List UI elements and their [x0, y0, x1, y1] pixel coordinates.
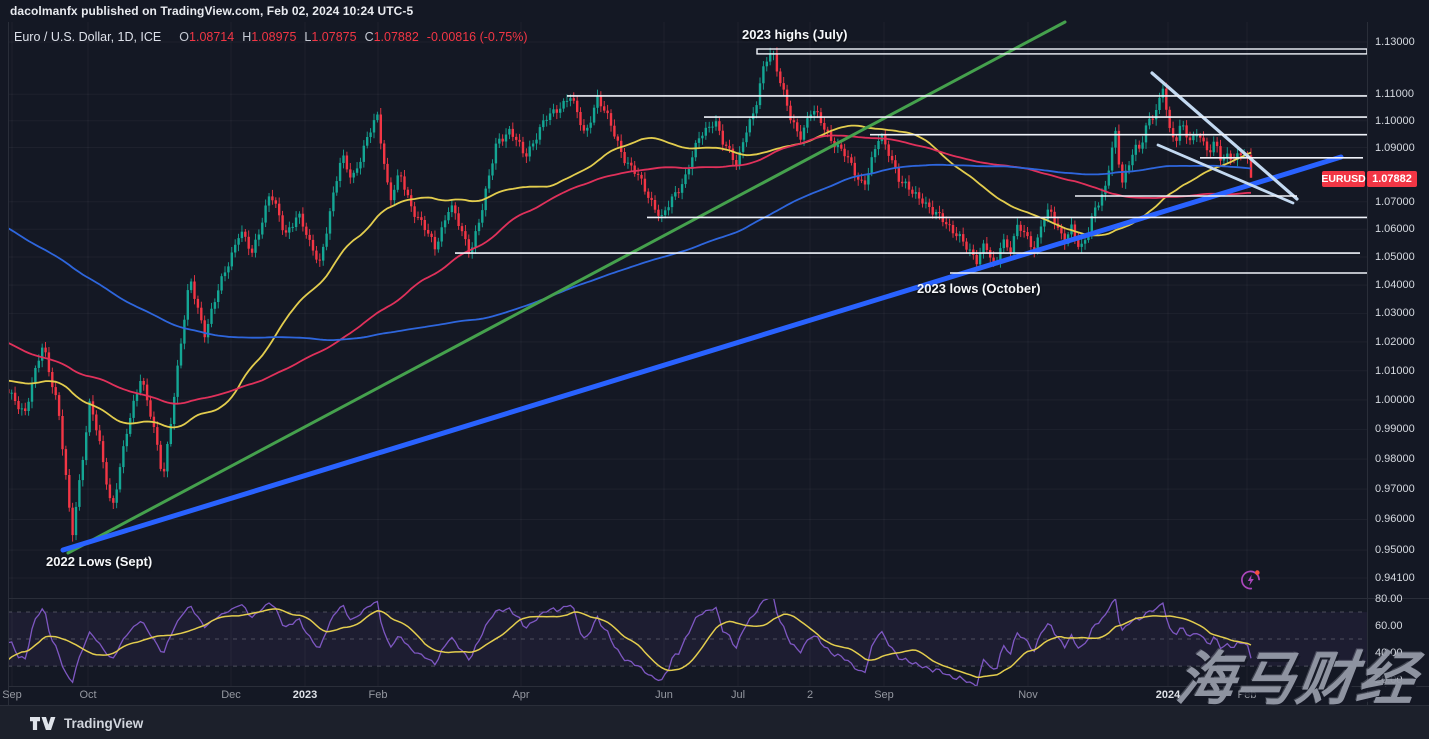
- price-axis-label: 0.97000: [1375, 483, 1415, 496]
- rsi-axis-label: 20.00: [1375, 673, 1403, 686]
- price-axis[interactable]: 1.13000 1.11000 1.10000 1.09000 1.07000 1.060…: [1367, 22, 1429, 705]
- price-axis-label: 1.01000: [1375, 364, 1415, 377]
- publisher-text: dacolmanfx published on TradingView.com,…: [10, 4, 414, 18]
- price-axis-label: 1.04000: [1375, 279, 1415, 292]
- low-label: L: [304, 30, 312, 44]
- price-axis-label: 1.10000: [1375, 114, 1415, 127]
- chart-annotation: 2023 highs (July): [742, 27, 848, 42]
- tradingview-brand-text[interactable]: TradingView: [64, 715, 144, 731]
- price-axis-label: 1.07000: [1375, 195, 1415, 208]
- close-value: 1.07882: [373, 30, 419, 44]
- time-axis[interactable]: Sep Oct Dec 2023 Feb Apr Jun Jul 2 Sep Nov 2024 Feb: [0, 686, 1367, 705]
- high-label: H: [242, 30, 252, 44]
- pane-divider[interactable]: [8, 598, 1429, 599]
- price-axis-label: 1.03000: [1375, 307, 1415, 320]
- price-axis-label: 1.11000: [1375, 88, 1414, 101]
- timeaxis-divider: [8, 686, 1429, 687]
- time-axis-label: Jul: [730, 689, 746, 701]
- rsi-axis-label: 40.00: [1375, 646, 1403, 659]
- time-axis-label: Dec: [221, 689, 241, 701]
- last-price-badge-value: 1.07882: [1367, 171, 1417, 187]
- rsi-band: [8, 611, 1367, 667]
- time-axis-label: 2023: [292, 689, 318, 701]
- high-value: 1.08975: [251, 30, 297, 44]
- levels-layer: [455, 48, 1368, 274]
- price-axis-label: 1.13000: [1375, 36, 1415, 48]
- ma-line-50: [8, 124, 1252, 429]
- axis-divider: [1367, 22, 1368, 705]
- rsi-ma-line: [8, 608, 1252, 678]
- price-axis-label: 1.02000: [1375, 335, 1415, 348]
- time-axis-label: Feb: [368, 689, 388, 701]
- pane-left-border: [8, 22, 9, 705]
- moving-averages-layer: [8, 124, 1252, 429]
- last-price-badge-symbol: EURUSD: [1321, 171, 1366, 187]
- change-value: -0.00816 (-0.75%): [426, 30, 528, 44]
- price-axis-label: 0.96000: [1375, 513, 1415, 526]
- time-axis-label: Feb: [1237, 689, 1257, 701]
- rsi-layer: [8, 599, 1252, 686]
- time-axis-label: Nov: [1018, 689, 1038, 701]
- time-axis-label: Apr: [512, 689, 530, 701]
- chart-annotation: 2023 lows (October): [917, 281, 1041, 296]
- time-axis-label: 2: [806, 689, 814, 701]
- symbol-title[interactable]: Euro / U.S. Dollar, 1D, ICE: [14, 30, 162, 44]
- lightning-reaction-icon[interactable]: [1238, 566, 1264, 592]
- chart-annotation: 2022 Lows (Sept): [46, 554, 153, 569]
- price-axis-label: 0.95000: [1375, 544, 1415, 557]
- price-axis-label: 1.00000: [1375, 393, 1415, 406]
- publisher-bar: dacolmanfx published on TradingView.com,…: [0, 0, 1429, 22]
- open-label: O: [179, 30, 190, 44]
- price-axis-label: 1.06000: [1375, 223, 1415, 236]
- ma-line-200: [8, 163, 1252, 342]
- candles-layer: [8, 47, 1253, 542]
- rsi-axis-label: 60.00: [1375, 619, 1403, 632]
- time-axis-label: Jun: [655, 689, 673, 701]
- price-axis-label: 0.98000: [1375, 453, 1415, 466]
- bottom-toolbar: TradingView: [0, 705, 1429, 739]
- close-label: C: [364, 30, 374, 44]
- open-value: 1.08714: [189, 30, 235, 44]
- ma-line-100: [8, 134, 1252, 405]
- time-axis-label: 2024: [1155, 689, 1181, 701]
- price-axis-label: 0.94100: [1375, 572, 1415, 585]
- tradingview-logo-icon[interactable]: [30, 715, 56, 732]
- time-axis-label: Oct: [79, 689, 97, 701]
- low-value: 1.07875: [311, 30, 357, 44]
- gridlines: [8, 22, 1367, 686]
- trendlines-layer: [60, 20, 1344, 555]
- rsi-axis[interactable]: 80.00 60.00 40.00 20.00: [1367, 592, 1429, 686]
- price-axis-label: 1.09000: [1375, 141, 1415, 154]
- price-axis-label: 1.05000: [1375, 251, 1415, 264]
- price-axis-label: 0.99000: [1375, 423, 1415, 436]
- time-axis-label: Sep: [2, 689, 22, 701]
- time-axis-label: Sep: [874, 689, 894, 701]
- symbol-legend[interactable]: Euro / U.S. Dollar, 1D, ICE O1.08714 H1.08…: [14, 30, 528, 44]
- rsi-axis-label: 80.00: [1375, 592, 1403, 605]
